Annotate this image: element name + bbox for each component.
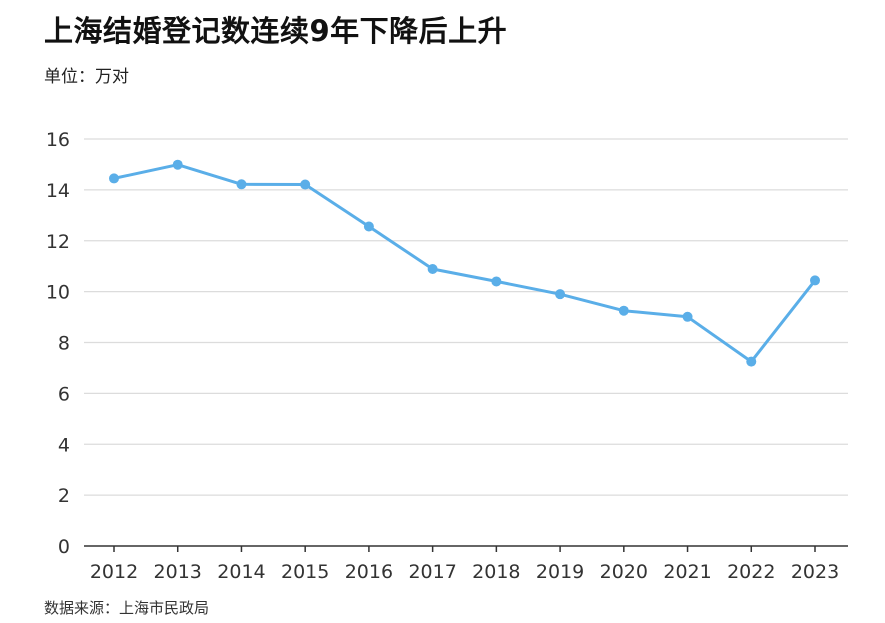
y-tick-label: 12 bbox=[46, 231, 70, 253]
x-tick-label: 2012 bbox=[90, 561, 138, 583]
x-tick-label: 2015 bbox=[281, 561, 329, 583]
y-tick-label: 10 bbox=[46, 282, 70, 304]
data-point-2018 bbox=[491, 276, 502, 287]
y-tick-label: 0 bbox=[58, 536, 70, 558]
data-point-2023 bbox=[810, 275, 820, 286]
data-point-2021 bbox=[682, 311, 693, 322]
unit-label: 单位：万对 bbox=[44, 67, 129, 87]
y-tick-label: 16 bbox=[46, 129, 70, 151]
x-tick-label: 2014 bbox=[217, 561, 265, 583]
x-tick-label: 2023 bbox=[791, 561, 839, 583]
x-tick-label: 2018 bbox=[472, 561, 520, 583]
data-point-2019 bbox=[555, 289, 566, 300]
y-tick-label: 6 bbox=[58, 383, 70, 405]
source-note: 数据来源：上海市民政局 bbox=[44, 599, 210, 617]
y-tick-label: 14 bbox=[46, 180, 70, 202]
series-line-0 bbox=[112, 163, 817, 364]
x-tick-label: 2017 bbox=[408, 561, 456, 583]
series-line bbox=[112, 163, 817, 364]
y-tick-label: 4 bbox=[58, 434, 70, 456]
y-tick-label: 2 bbox=[58, 485, 70, 507]
data-point-2012 bbox=[109, 173, 119, 184]
data-point-2017 bbox=[427, 263, 438, 274]
x-tick-label: 2013 bbox=[154, 561, 202, 583]
y-tick-label: 8 bbox=[58, 333, 70, 355]
data-point-2015 bbox=[300, 179, 311, 190]
chart-title: 上海结婚登记数连续9年下降后上升 bbox=[44, 14, 508, 48]
x-tick-label: 2021 bbox=[663, 561, 711, 583]
data-point-2020 bbox=[618, 305, 629, 316]
data-point-2022 bbox=[746, 356, 757, 367]
data-point-2014 bbox=[236, 179, 247, 190]
y-axis-ticks: 0 2 4 6 8 10 12 14 16 bbox=[46, 129, 70, 558]
data-point-2016 bbox=[363, 221, 374, 232]
data-points bbox=[109, 159, 820, 367]
x-tick-label: 2020 bbox=[600, 561, 648, 583]
x-tick-label: 2016 bbox=[345, 561, 393, 583]
x-tick-label: 2022 bbox=[727, 561, 775, 583]
x-tick-label: 2019 bbox=[536, 561, 584, 583]
x-axis-ticks: 2012 2013 2014 2015 2016 2017 2018 2019 2020 2021… bbox=[90, 546, 839, 583]
gridlines bbox=[84, 138, 848, 496]
data-point-2013 bbox=[172, 159, 183, 170]
